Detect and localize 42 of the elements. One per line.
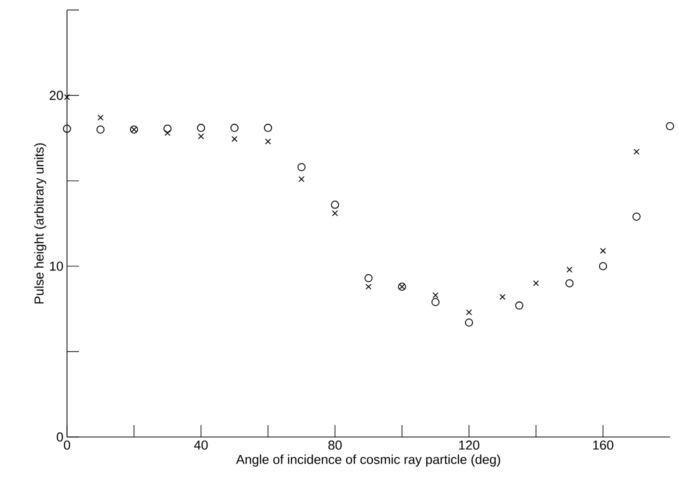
point <box>515 301 524 310</box>
point <box>600 248 606 254</box>
point <box>566 266 572 273</box>
point <box>533 280 539 286</box>
y-tick-label: 10 <box>50 262 63 271</box>
point <box>330 200 340 209</box>
y-tick-label: 0 <box>56 432 63 442</box>
point <box>466 309 472 316</box>
point <box>632 212 641 221</box>
point <box>565 279 574 288</box>
x-tick-label: 0 <box>64 440 70 450</box>
point <box>96 126 105 134</box>
point <box>464 318 474 327</box>
point <box>62 124 72 133</box>
x-axis-title: Angle of incidence of cosmic ray particle (deg) <box>236 454 500 467</box>
point <box>431 298 440 306</box>
point <box>332 210 338 216</box>
point <box>364 274 373 282</box>
point <box>232 136 238 142</box>
point <box>432 292 438 298</box>
point <box>666 122 674 130</box>
point <box>634 148 640 155</box>
point <box>163 124 172 133</box>
x-tick-label: 80 <box>328 440 342 450</box>
y-axis-title: Pulse height (arbitrary units) <box>34 143 46 304</box>
point <box>297 163 306 172</box>
point <box>98 114 104 121</box>
point <box>264 124 272 132</box>
point <box>196 124 206 132</box>
y-tick-label: 20 <box>50 90 63 100</box>
point <box>64 94 70 100</box>
x-tick-label: 120 <box>459 440 480 450</box>
point <box>198 133 204 140</box>
x-tick-label: 160 <box>593 440 614 450</box>
point <box>298 176 304 182</box>
point <box>366 284 372 290</box>
point <box>230 124 239 132</box>
x-tick-label: 40 <box>194 440 208 450</box>
point <box>598 262 608 270</box>
point <box>164 130 170 136</box>
point <box>500 294 506 300</box>
point <box>265 138 271 145</box>
